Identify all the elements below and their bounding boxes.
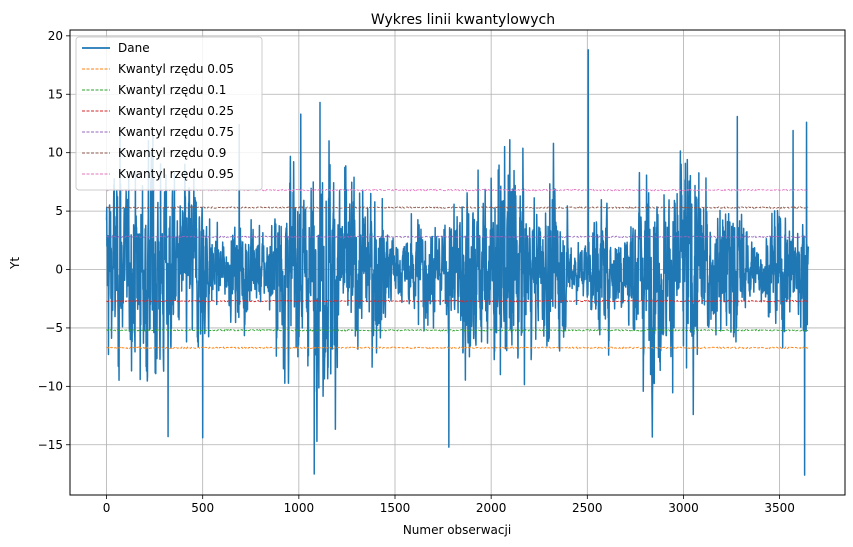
quantile-line xyxy=(106,206,809,210)
chart-title: Wykres linii kwantylowych xyxy=(371,12,555,28)
y-tick-label: 10 xyxy=(48,146,63,160)
x-tick-label: 0 xyxy=(103,501,111,515)
y-tick-label: 0 xyxy=(55,263,63,277)
x-tick-label: 2000 xyxy=(476,501,507,515)
legend-box xyxy=(75,36,263,191)
data-layer xyxy=(105,49,810,476)
quantile-line xyxy=(106,299,809,303)
quantile-line xyxy=(106,235,809,239)
y-tick-label: 20 xyxy=(48,29,63,43)
quantile-line xyxy=(106,328,809,332)
y-axis-title: Yt xyxy=(8,257,22,270)
y-tick-label: −15 xyxy=(38,438,63,452)
legend-label: Kwantyl rzędu 0.95 xyxy=(118,167,234,181)
legend: Dane Kwantyl rzędu 0.05 Kwantyl rzędu 0.1 K… xyxy=(75,36,263,191)
quantile-line xyxy=(106,346,809,350)
legend-label: Dane xyxy=(118,41,150,55)
y-tick-label: −10 xyxy=(38,379,63,393)
x-axis: 0 500 1000 1500 2000 2500 3000 3500 xyxy=(103,495,795,515)
data-series-line xyxy=(105,49,810,476)
legend-label: Kwantyl rzędu 0.25 xyxy=(118,104,234,118)
y-tick-label: −5 xyxy=(45,321,63,335)
legend-label: Kwantyl rzędu 0.1 xyxy=(118,83,226,97)
plot-frame xyxy=(69,29,846,496)
quantile-layer xyxy=(106,188,809,350)
y-tick-label: 15 xyxy=(48,87,63,101)
x-tick-label: 1500 xyxy=(380,501,411,515)
x-axis-title: Numer obserwacji xyxy=(403,523,511,537)
x-tick-label: 500 xyxy=(191,501,214,515)
x-tick-label: 3500 xyxy=(764,501,795,515)
legend-label: Kwantyl rzędu 0.9 xyxy=(118,146,226,160)
y-tick-label: 5 xyxy=(55,204,63,218)
legend-label: Kwantyl rzędu 0.05 xyxy=(118,62,234,76)
x-tick-label: 2500 xyxy=(572,501,603,515)
quantile-line xyxy=(106,188,809,192)
y-axis: −15 −10 −5 0 5 10 15 20 xyxy=(38,29,70,452)
x-tick-label: 3000 xyxy=(668,501,699,515)
legend-label: Kwantyl rzędu 0.75 xyxy=(118,125,234,139)
x-tick-label: 1000 xyxy=(284,501,315,515)
